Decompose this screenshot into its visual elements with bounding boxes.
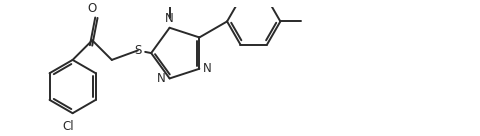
- Text: Cl: Cl: [62, 120, 74, 133]
- Text: N: N: [157, 72, 166, 85]
- Text: N: N: [165, 12, 174, 25]
- Text: O: O: [87, 2, 96, 15]
- Text: N: N: [203, 62, 211, 75]
- Text: S: S: [134, 44, 141, 57]
